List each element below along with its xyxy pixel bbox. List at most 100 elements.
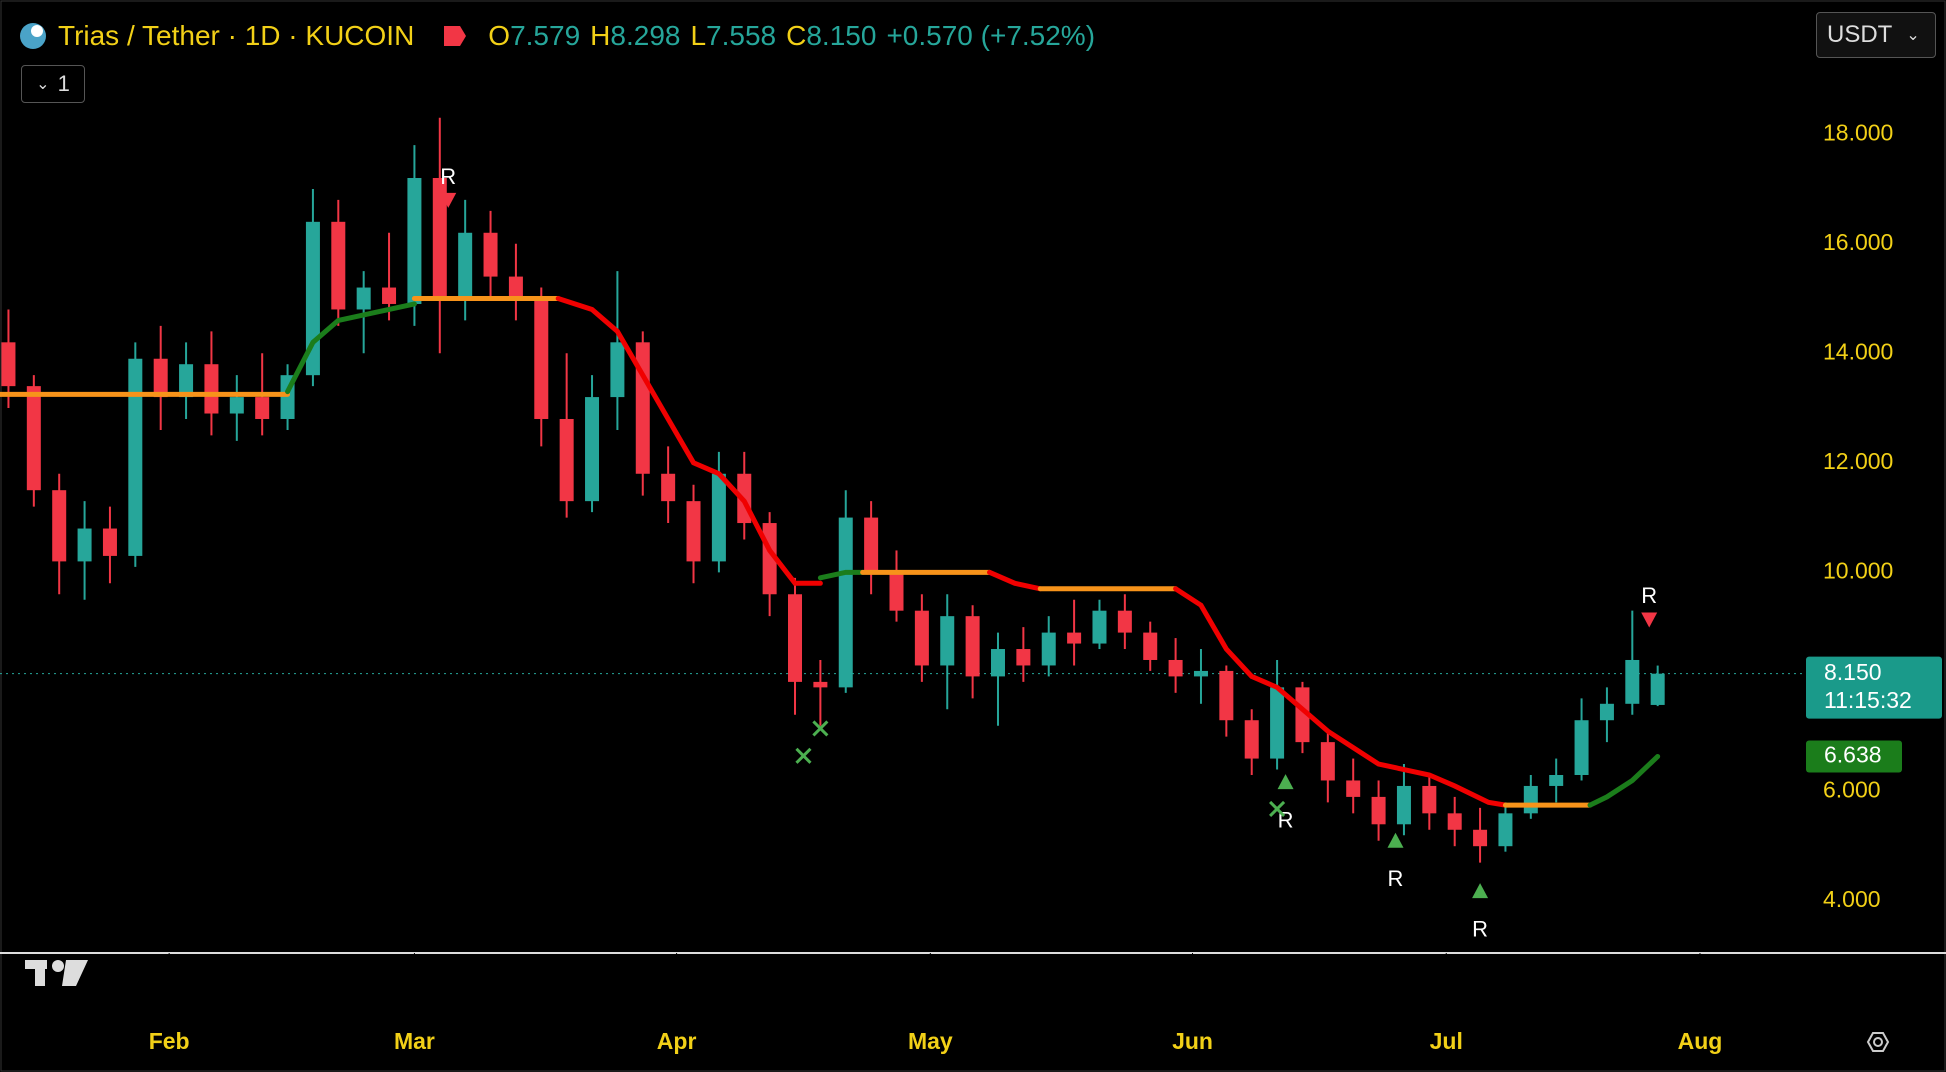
candle-body [1320,742,1335,781]
candle-body [838,517,853,688]
cross-marker [812,720,829,737]
candle-body [1193,670,1208,677]
candle-body [559,418,574,502]
currency-select[interactable]: USDT ⌄ [1816,12,1936,58]
candle-body [889,572,904,611]
candle-body [204,364,219,414]
candle-body [788,594,803,682]
candle-body [610,342,625,398]
candle-body [1473,829,1488,847]
cross-marker [1269,800,1286,818]
x-tick-label: Apr [657,1028,697,1054]
candle-body [26,386,41,491]
candle-body [179,364,194,398]
x-tick-label: Jul [1430,1028,1463,1054]
candle-body [1,342,16,387]
ohlc-key: C [786,20,807,51]
candle-body [1016,649,1031,666]
candle-body [990,649,1005,677]
trend-tag-label: 6.638 [1824,742,1882,768]
candle-body [635,342,650,474]
candle-body [153,358,168,398]
x-tick-label: Feb [149,1028,190,1054]
indicator-count: 1 [57,71,70,96]
candle-body [1295,687,1310,743]
candle-body [965,616,980,677]
ohlc-key: O [488,20,511,51]
ohlc-value: 7.579 [510,20,581,51]
candle-body [1549,774,1564,786]
cross-marker [795,747,812,764]
candle-body [585,397,600,502]
tv-logo [25,960,88,986]
ohlc-key: H [590,20,611,51]
candle-body [255,397,270,419]
candle-body [1523,785,1538,814]
candle-body [1067,632,1082,644]
candle-body [1650,673,1665,705]
candle-body [1422,785,1437,814]
symbol-title: Trias / Tether · 1D · KUCOIN [58,20,415,51]
signal-marker [440,192,457,208]
trend-line [555,295,823,586]
signal-label: R [440,164,456,189]
candle-body [483,232,498,277]
trend-tag-box [1806,740,1902,773]
indicator-toggle[interactable]: ⌄ 1 [21,65,85,103]
y-tick-label: 16.000 [1823,229,1893,255]
price-countdown: 11:15:32 [1824,687,1912,713]
candle-body [407,178,422,304]
candle-body [102,528,117,556]
x-tick-label: May [908,1028,953,1054]
candle-body [1625,659,1640,704]
signal-marker [1277,774,1294,790]
change: +0.570 (+7.52%) [886,20,1096,51]
signal-marker [1387,832,1404,848]
candle-body [661,473,676,502]
candle-body [1219,670,1234,721]
settings-icon[interactable] [1866,1032,1890,1052]
flag-icon[interactable] [442,24,468,48]
trend-line [1587,753,1661,808]
candle-body [458,232,473,299]
trend-line [1173,586,1508,808]
y-tick-label: 14.000 [1823,338,1893,364]
candle-body [1168,659,1183,677]
ohlc-value: 8.150 [806,20,877,51]
candle-body [356,287,371,310]
candle-body [1346,780,1361,797]
y-tick-label: 10.000 [1823,557,1893,583]
candle-body [940,616,955,666]
trend-line [817,569,866,581]
legend-header: Trias / Tether · 1D · KUCOIN O7.579 H8.29… [18,14,1095,58]
x-tick-label: Mar [394,1028,435,1054]
candle-body [1092,610,1107,644]
price-tag-label: 8.150 [1824,659,1882,685]
candle-body [711,473,726,562]
signal-label: R [1388,866,1404,891]
signal-label: R [1472,916,1488,941]
candle-body [1270,687,1285,759]
candle-body [1599,703,1614,721]
symbol-icon [20,23,46,49]
signal-marker [1472,883,1489,899]
signal-label: R [1641,583,1657,608]
candle-body [1371,796,1386,825]
candle-body [1574,720,1589,775]
candle-body [1117,610,1132,633]
candle-body [1447,813,1462,830]
ohlc-key: L [690,20,707,51]
candle-body [508,276,523,299]
ohlc-value: 7.558 [706,20,777,51]
candle-body [432,178,447,299]
candle-body [52,490,67,562]
candle-body [914,610,929,666]
candle-body [534,298,549,419]
y-tick-label: 18.000 [1823,119,1893,145]
candle-body [813,681,828,688]
candle-body [77,528,92,562]
trend-line [285,301,417,395]
